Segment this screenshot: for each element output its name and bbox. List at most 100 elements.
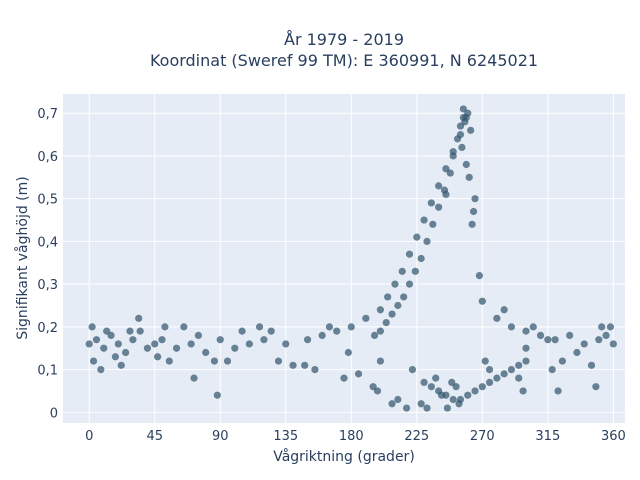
- data-point: [394, 395, 402, 404]
- data-point: [344, 348, 352, 357]
- data-point: [449, 152, 457, 160]
- data-point: [274, 357, 283, 365]
- data-point: [135, 314, 143, 322]
- gridlines: [63, 94, 625, 423]
- data-point: [573, 348, 581, 357]
- data-point: [210, 357, 219, 365]
- data-point: [609, 340, 617, 348]
- plot-area: [63, 94, 625, 423]
- data-point: [456, 122, 465, 130]
- data-point: [151, 340, 159, 348]
- data-point: [449, 395, 457, 404]
- y-tick-label: 0,4: [37, 235, 58, 250]
- y-tick-label: 0,2: [37, 321, 58, 336]
- data-point: [515, 374, 523, 382]
- data-point: [429, 220, 437, 228]
- chart-title-line-2: Koordinat (Sweref 99 TM): E 360991, N 62…: [150, 51, 538, 70]
- data-point: [398, 267, 406, 275]
- data-point: [435, 387, 443, 395]
- data-point: [238, 327, 246, 335]
- y-tick-label: 0,1: [37, 364, 58, 379]
- data-point: [403, 404, 411, 412]
- data-point: [88, 323, 96, 331]
- data-point: [417, 400, 425, 408]
- data-point: [598, 323, 606, 331]
- data-point: [595, 336, 603, 344]
- data-point: [202, 348, 210, 357]
- data-point: [391, 280, 399, 288]
- data-point: [435, 182, 443, 190]
- y-tick-label: 0,6: [37, 150, 58, 165]
- data-point: [158, 336, 166, 344]
- x-tick-label: 270: [470, 429, 495, 444]
- data-point: [260, 336, 268, 344]
- data-point: [432, 374, 440, 382]
- data-point: [136, 327, 144, 335]
- data-point: [469, 207, 478, 216]
- data-point: [448, 378, 456, 387]
- data-point: [500, 306, 508, 314]
- data-point: [443, 404, 451, 412]
- data-point: [194, 331, 203, 340]
- data-point: [507, 365, 516, 374]
- y-tick-label: 0,5: [37, 193, 58, 208]
- data-point: [522, 327, 530, 335]
- data-point: [362, 314, 370, 322]
- data-point: [231, 344, 239, 352]
- data-point: [97, 365, 105, 374]
- data-point: [405, 250, 414, 258]
- data-point: [289, 361, 297, 369]
- data-point: [369, 383, 377, 391]
- data-point: [427, 199, 435, 207]
- data-point: [478, 297, 486, 305]
- data-point: [411, 267, 419, 275]
- data-point: [223, 357, 232, 365]
- data-point: [566, 331, 574, 340]
- data-point: [165, 357, 173, 365]
- data-point: [515, 361, 523, 369]
- data-point: [103, 327, 111, 335]
- x-axis-title: Vågriktning (grader): [273, 448, 415, 465]
- data-point: [354, 370, 363, 378]
- data-point: [400, 293, 408, 301]
- data-point: [427, 383, 435, 391]
- data-point: [376, 327, 384, 335]
- data-point: [493, 374, 501, 382]
- data-point: [85, 340, 93, 348]
- data-point: [522, 344, 530, 352]
- data-point: [462, 113, 470, 122]
- data-point: [467, 126, 475, 134]
- y-tick-label: 0: [50, 406, 58, 421]
- data-point: [464, 391, 472, 399]
- data-point: [100, 344, 108, 352]
- x-tick-label: 45: [146, 429, 163, 444]
- data-point: [485, 378, 494, 387]
- data-point: [442, 391, 450, 399]
- data-point: [333, 327, 341, 335]
- chart-title-line-1: År 1979 - 2019: [284, 30, 404, 49]
- y-axis-ticks: 0 0,1 0,2 0,3 0,4 0,5 0,6 0,7: [37, 107, 58, 421]
- data-point: [213, 391, 221, 399]
- data-point: [370, 331, 379, 340]
- data-point: [143, 344, 152, 352]
- data-point: [420, 216, 428, 224]
- data-point: [478, 383, 486, 391]
- x-tick-label: 315: [535, 429, 560, 444]
- data-point: [190, 374, 198, 382]
- data-point: [180, 323, 188, 331]
- data-point: [304, 336, 312, 344]
- data-point: [114, 340, 122, 348]
- data-point: [458, 143, 466, 152]
- data-point: [388, 310, 396, 318]
- data-point: [580, 340, 588, 348]
- data-point: [468, 220, 476, 228]
- data-point: [536, 331, 545, 340]
- data-point: [453, 135, 462, 143]
- data-point: [161, 323, 169, 331]
- data-point: [485, 365, 494, 374]
- data-point: [154, 353, 162, 361]
- data-point: [459, 105, 467, 113]
- data-point: [420, 378, 428, 387]
- data-point: [551, 336, 559, 344]
